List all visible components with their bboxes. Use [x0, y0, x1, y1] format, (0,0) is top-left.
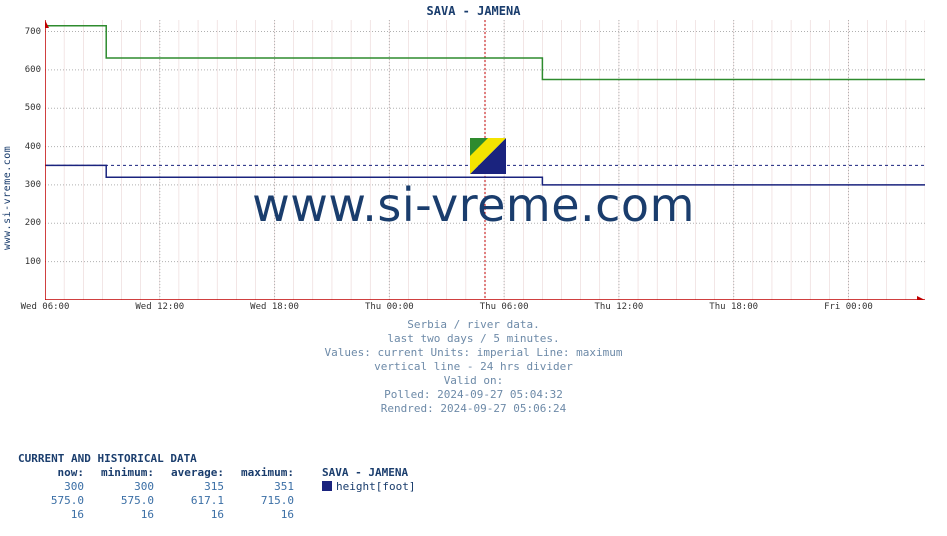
- meta-line: Values: current Units: imperial Line: ma…: [0, 346, 947, 360]
- x-tick-label: Thu 12:00: [595, 302, 644, 312]
- legend-label: height[foot]: [336, 480, 415, 493]
- table-cell: 16: [158, 508, 228, 522]
- x-tick-label: Fri 00:00: [824, 302, 873, 312]
- x-tick-label: Thu 00:00: [365, 302, 414, 312]
- y-tick-label: 600: [13, 65, 41, 75]
- table-cell: 575.0: [18, 494, 88, 508]
- x-tick-label: Thu 06:00: [480, 302, 529, 312]
- watermark-icon: [470, 138, 506, 174]
- y-tick-label: 200: [13, 218, 41, 228]
- table-cell: 16: [18, 508, 88, 522]
- table-series-header: SAVA - JAMENA: [298, 466, 419, 480]
- table-col-header: now:: [18, 466, 88, 480]
- table-row: 300300315351height[foot]: [18, 480, 419, 494]
- watermark-text: www.si-vreme.com: [0, 178, 947, 232]
- x-tick-label: Thu 18:00: [709, 302, 758, 312]
- meta-line: last two days / 5 minutes.: [0, 332, 947, 346]
- data-table: now:minimum:average:maximum:SAVA - JAMEN…: [18, 466, 419, 522]
- meta-line: Serbia / river data.: [0, 318, 947, 332]
- x-tick-label: Wed 06:00: [21, 302, 70, 312]
- table-cell: 16: [228, 508, 298, 522]
- x-tick-label: Wed 18:00: [250, 302, 299, 312]
- data-table-block: CURRENT AND HISTORICAL DATA now:minimum:…: [18, 452, 419, 522]
- chart-title: SAVA - JAMENA: [0, 4, 947, 18]
- meta-line: vertical line - 24 hrs divider: [0, 360, 947, 374]
- table-cell: 300: [18, 480, 88, 494]
- table-cell: 715.0: [228, 494, 298, 508]
- data-table-title: CURRENT AND HISTORICAL DATA: [18, 452, 419, 466]
- meta-line: Polled: 2024-09-27 05:04:32: [0, 388, 947, 402]
- chart-meta: Serbia / river data.last two days / 5 mi…: [0, 318, 947, 416]
- legend-swatch-icon: [322, 481, 332, 491]
- y-tick-label: 500: [13, 103, 41, 113]
- table-cell: 575.0: [88, 494, 158, 508]
- table-cell: 300: [88, 480, 158, 494]
- table-col-header: minimum:: [88, 466, 158, 480]
- meta-line: Valid on:: [0, 374, 947, 388]
- table-row: 16161616: [18, 508, 419, 522]
- table-cell: 16: [88, 508, 158, 522]
- y-tick-label: 400: [13, 142, 41, 152]
- meta-line: Rendred: 2024-09-27 05:06:24: [0, 402, 947, 416]
- table-cell: 617.1: [158, 494, 228, 508]
- y-tick-label: 700: [13, 27, 41, 37]
- y-tick-label: 300: [13, 180, 41, 190]
- x-tick-label: Wed 12:00: [135, 302, 184, 312]
- legend-entry: height[foot]: [298, 480, 419, 494]
- table-cell: 315: [158, 480, 228, 494]
- table-col-header: maximum:: [228, 466, 298, 480]
- page-root: SAVA - JAMENA www.si-vreme.com www.si-vr…: [0, 0, 947, 536]
- table-row: 575.0575.0617.1715.0: [18, 494, 419, 508]
- y-tick-label: 100: [13, 257, 41, 267]
- table-cell: 351: [228, 480, 298, 494]
- table-col-header: average:: [158, 466, 228, 480]
